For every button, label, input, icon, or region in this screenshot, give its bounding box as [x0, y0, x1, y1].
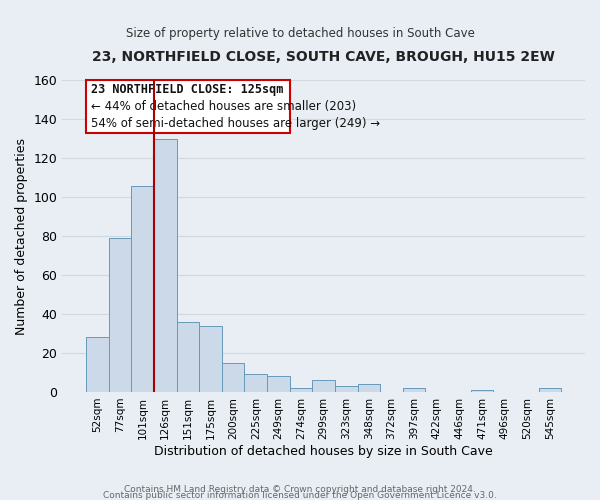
Bar: [86, 338, 109, 392]
Bar: [267, 376, 290, 392]
Bar: [290, 388, 313, 392]
Bar: [154, 139, 176, 392]
Bar: [244, 374, 267, 392]
Text: 23 NORTHFIELD CLOSE: 125sqm: 23 NORTHFIELD CLOSE: 125sqm: [91, 84, 283, 96]
Bar: [176, 322, 199, 392]
Text: ← 44% of detached houses are smaller (203): ← 44% of detached houses are smaller (20…: [91, 100, 356, 113]
Y-axis label: Number of detached properties: Number of detached properties: [15, 138, 28, 334]
Bar: [222, 363, 244, 392]
Text: Size of property relative to detached houses in South Cave: Size of property relative to detached ho…: [125, 28, 475, 40]
Text: 54% of semi-detached houses are larger (249) →: 54% of semi-detached houses are larger (…: [91, 118, 380, 130]
Bar: [313, 380, 335, 392]
Bar: [199, 326, 222, 392]
Text: Contains public sector information licensed under the Open Government Licence v3: Contains public sector information licen…: [103, 490, 497, 500]
Title: 23, NORTHFIELD CLOSE, SOUTH CAVE, BROUGH, HU15 2EW: 23, NORTHFIELD CLOSE, SOUTH CAVE, BROUGH…: [92, 50, 555, 64]
Bar: [335, 386, 358, 392]
FancyBboxPatch shape: [86, 80, 290, 133]
Bar: [471, 390, 493, 392]
Bar: [358, 384, 380, 392]
Bar: [539, 388, 561, 392]
Text: Contains HM Land Registry data © Crown copyright and database right 2024.: Contains HM Land Registry data © Crown c…: [124, 484, 476, 494]
Bar: [403, 388, 425, 392]
Bar: [109, 238, 131, 392]
X-axis label: Distribution of detached houses by size in South Cave: Distribution of detached houses by size …: [154, 444, 493, 458]
Bar: [131, 186, 154, 392]
